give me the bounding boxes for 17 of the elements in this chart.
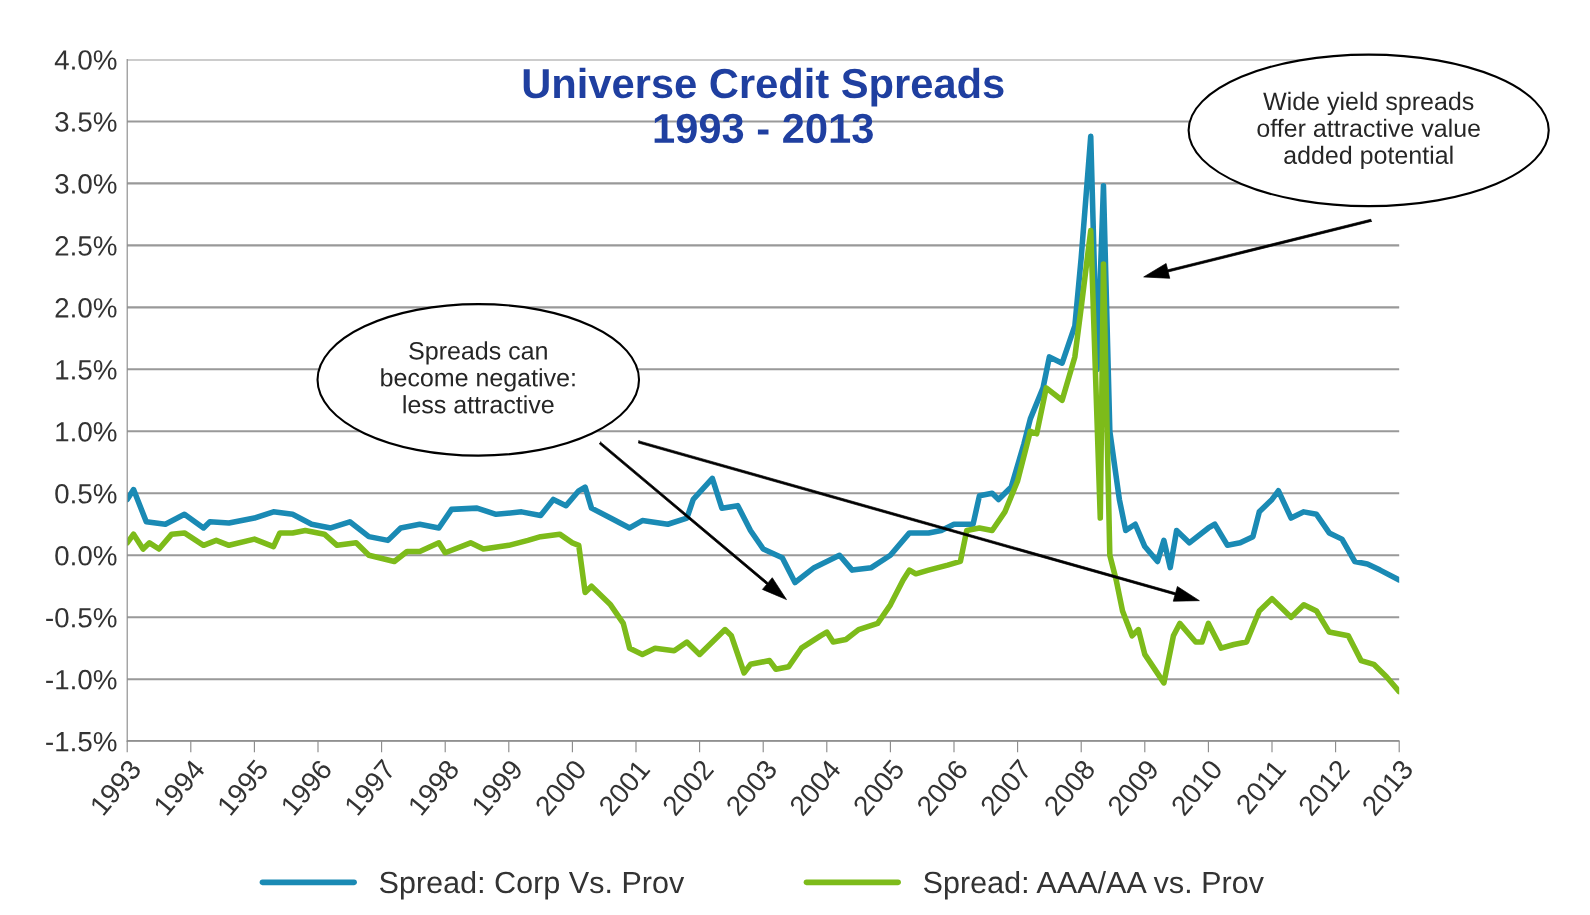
y-tick-label: 0.5%: [55, 483, 117, 504]
legend-label: Spread: Corp Vs. Prov: [379, 870, 685, 900]
y-tick-label: 2.5%: [55, 236, 117, 256]
y-tick-label: 1.0%: [56, 421, 117, 442]
y-tick-label: 3.0%: [55, 174, 117, 194]
text: Universe Credit Spreads 1993 - 2013: [523, 67, 1004, 144]
y-tick-label: -1.5%: [46, 731, 117, 752]
annotation: Spreads can become negative: less attractive: [381, 341, 575, 414]
legend-label: Spread: AAA/AA vs. Prov: [923, 870, 1264, 900]
y-tick-label: 4.0%: [54, 50, 117, 70]
y-tick-label: -1.0%: [46, 669, 117, 690]
y-tick-label: 0.0%: [55, 545, 117, 566]
annotation: Wide yield spreads offer attractive value added potential: [1257, 91, 1480, 169]
y-tick-label: 3.5%: [55, 112, 117, 132]
y-tick-label: 2.0%: [55, 298, 117, 318]
y-tick-label: -0.5%: [46, 607, 117, 628]
y-tick-label: 1.5%: [56, 360, 117, 380]
